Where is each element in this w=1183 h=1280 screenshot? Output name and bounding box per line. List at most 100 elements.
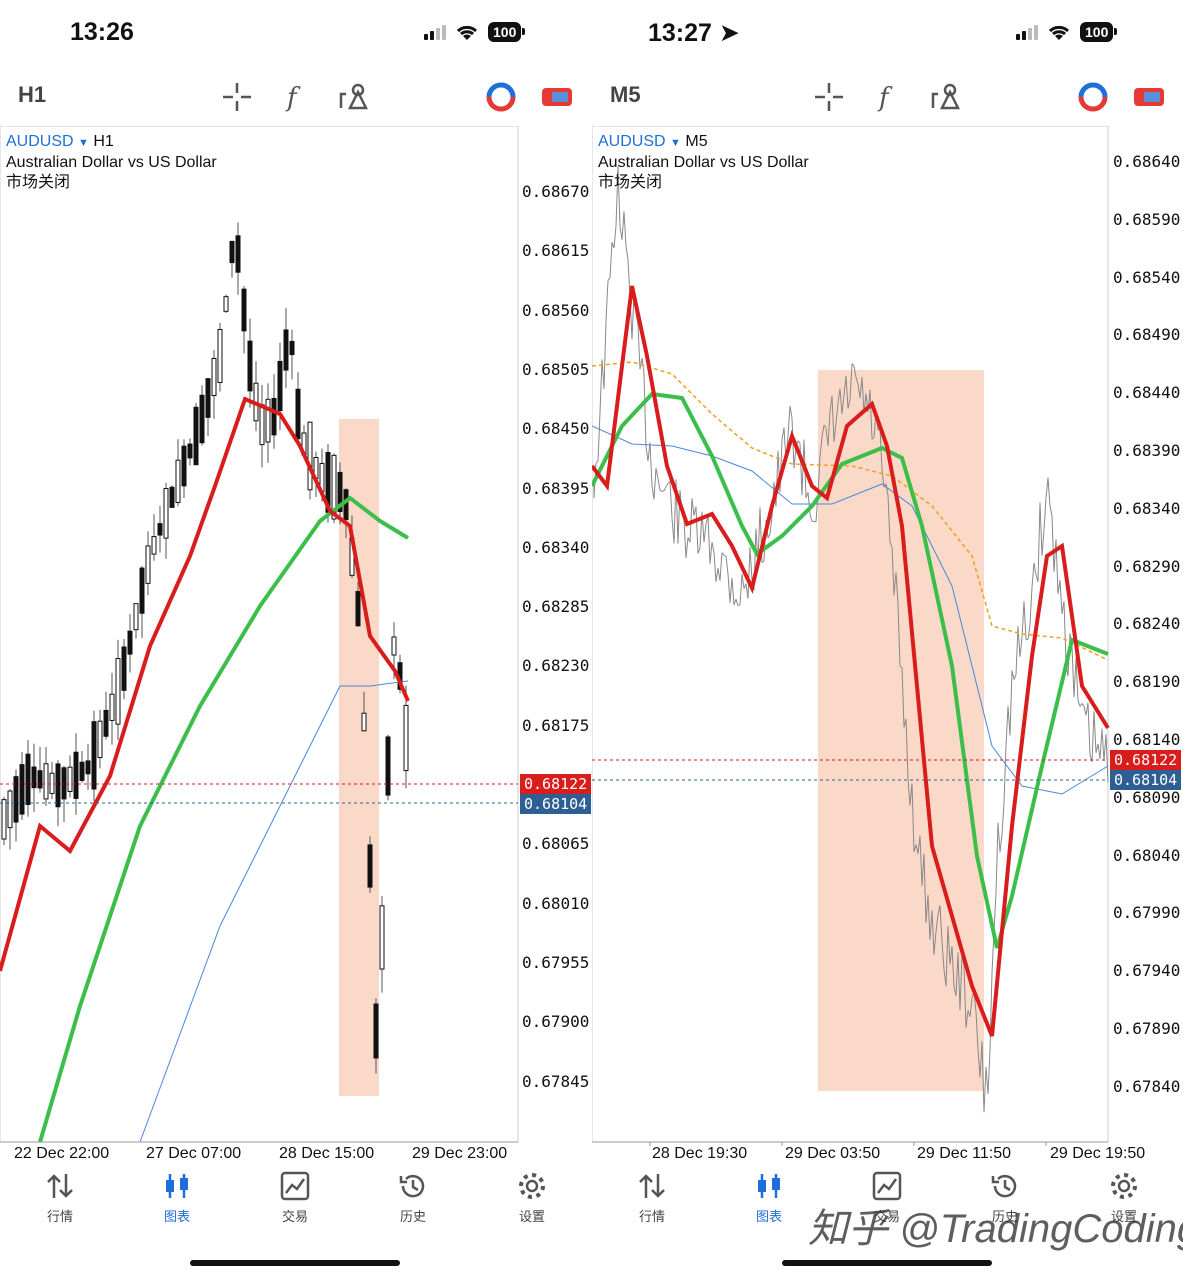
one-click-trading-icon[interactable]: [484, 80, 518, 114]
tick-bar: [623, 211, 627, 247]
date-tick-label: 28 Dec 15:00: [279, 1145, 375, 1162]
tick-bar: [817, 456, 821, 495]
bid-price-badge: 0.68122: [520, 774, 592, 794]
chevron-down-icon[interactable]: ▼: [78, 137, 89, 149]
symbol-name[interactable]: AUDUSD: [598, 133, 666, 150]
tick-bar: [747, 547, 751, 599]
tick-bar: [719, 552, 723, 581]
nav-history[interactable]: 历史: [965, 1170, 1045, 1225]
tick-bar: [847, 399, 851, 409]
candle-body: [169, 486, 175, 508]
nav-quotes[interactable]: 行情: [612, 1170, 692, 1225]
candle-body: [163, 488, 169, 539]
nav-label: 历史: [991, 1209, 1018, 1224]
candle-body: [175, 459, 181, 503]
tick-bar: [603, 320, 607, 390]
timeframe-selector[interactable]: M5: [610, 82, 641, 107]
trade-toggle-icon[interactable]: [1132, 80, 1166, 114]
tick-bar: [989, 972, 993, 1051]
tick-bar: [895, 572, 899, 605]
candle-body: [247, 340, 253, 392]
history-icon: [991, 1174, 1017, 1198]
nav-settings[interactable]: 设置: [1084, 1170, 1164, 1225]
chart-frame: [0, 126, 519, 1143]
nav-trade[interactable]: 交易: [255, 1170, 335, 1225]
timeframe-selector[interactable]: H1: [18, 82, 47, 107]
candle-body: [13, 776, 19, 823]
tick-bar: [855, 377, 859, 385]
tick-bar: [951, 946, 955, 987]
nav-trade[interactable]: 交易: [847, 1170, 927, 1225]
home-indicator[interactable]: [190, 1260, 400, 1266]
chart-canvas[interactable]: [0, 126, 592, 1146]
ma-slow-line: [592, 391, 1109, 949]
nav-settings[interactable]: 设置: [492, 1170, 572, 1225]
tick-bar: [607, 277, 611, 281]
indicators-icon[interactable]: f: [870, 80, 904, 114]
nav-label: 设置: [1110, 1209, 1137, 1224]
nav-chart[interactable]: 图表: [729, 1170, 809, 1225]
price-tick-label: 0.68040: [1113, 845, 1181, 865]
tick-bar: [823, 424, 827, 429]
home-indicator[interactable]: [782, 1260, 992, 1266]
tick-bar: [703, 523, 707, 543]
trade-icon: [872, 1171, 902, 1201]
price-tick-label: 0.68395: [522, 478, 590, 498]
tick-bar: [885, 483, 889, 496]
price-tick-label: 0.68560: [522, 300, 590, 320]
status-time: 13:26: [70, 18, 134, 46]
tick-bar: [637, 325, 641, 370]
left-screen: 13:26 100 H1 f AUDUSD ▼ H1 Australian Do…: [0, 18, 592, 1266]
candle-body: [25, 753, 31, 805]
tick-bar: [821, 424, 825, 438]
candle-body: [49, 772, 55, 794]
ask-price-badge: 0.68104: [1110, 770, 1182, 790]
price-tick-label: 0.68175: [522, 715, 590, 735]
nav-chart[interactable]: 图表: [137, 1170, 217, 1225]
tick-bar: [661, 490, 665, 492]
tick-bar: [941, 940, 945, 970]
candle-body: [259, 404, 265, 446]
tick-bar: [659, 489, 663, 492]
tick-bar: [645, 446, 649, 462]
tick-bar: [857, 384, 861, 399]
tick-bar: [799, 443, 803, 496]
nav-label: 设置: [518, 1209, 545, 1224]
candle-body: [283, 329, 289, 371]
chart-canvas[interactable]: [592, 126, 1183, 1146]
tick-bar: [929, 910, 933, 941]
tick-bar: [997, 822, 1001, 853]
trade-toggle-icon[interactable]: [540, 80, 574, 114]
tick-bar: [1059, 580, 1063, 614]
indicators-icon[interactable]: f: [278, 80, 312, 114]
tick-bar: [831, 395, 835, 442]
symbol-name[interactable]: AUDUSD: [6, 133, 74, 150]
candle-body: [229, 240, 235, 264]
nav-label: 行情: [46, 1209, 73, 1224]
tick-bar: [1045, 477, 1049, 499]
one-click-trading-icon[interactable]: [1076, 80, 1110, 114]
price-chart[interactable]: AUDUSD ▼ M5 Australian Dollar vs US Doll…: [592, 126, 1183, 1162]
objects-icon[interactable]: [336, 80, 370, 114]
tick-bar: [1029, 587, 1033, 625]
tick-bar: [1003, 745, 1007, 804]
chart-toolbar: H1 f: [0, 70, 592, 120]
ma-long-line: [139, 680, 409, 1143]
chevron-down-icon[interactable]: ▼: [670, 137, 681, 149]
nav-history[interactable]: 历史: [373, 1170, 453, 1225]
nav-label: 交易: [281, 1209, 308, 1224]
tick-bar: [613, 226, 617, 249]
price-chart[interactable]: AUDUSD ▼ H1 Australian Dollar vs US Doll…: [0, 126, 592, 1162]
tick-bar: [919, 835, 923, 886]
nav-label: 图表: [163, 1209, 190, 1224]
highlight-zone: [818, 370, 984, 1091]
nav-quotes[interactable]: 行情: [20, 1170, 100, 1225]
tick-bar: [655, 468, 659, 479]
candle-body: [355, 591, 361, 627]
tick-bar: [1037, 502, 1041, 582]
crosshair-icon[interactable]: [812, 80, 846, 114]
crosshair-icon[interactable]: [220, 80, 254, 114]
candle-body: [97, 720, 103, 758]
objects-icon[interactable]: [928, 80, 962, 114]
tick-bar: [733, 598, 737, 606]
